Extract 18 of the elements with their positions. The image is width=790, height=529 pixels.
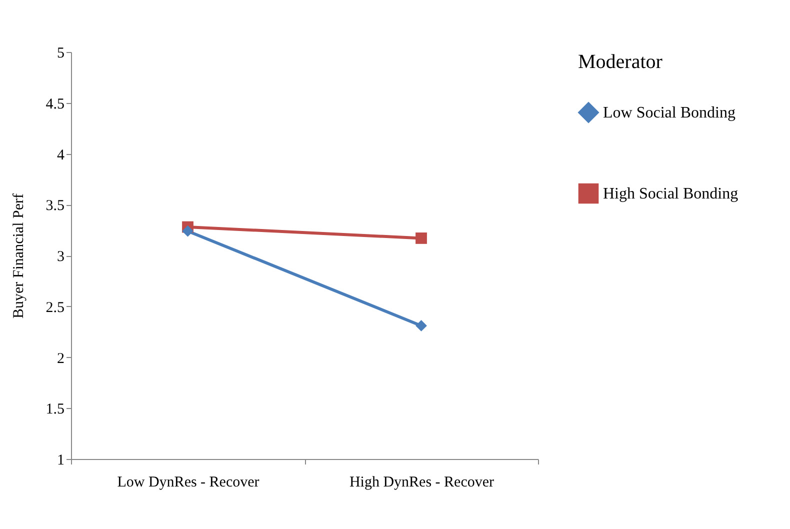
legend-label: Low Social Bonding <box>603 104 736 122</box>
y-axis-title: Buyer Financial Perf <box>10 194 27 318</box>
point <box>182 225 194 237</box>
y-tick-label: 5 <box>57 46 64 62</box>
point <box>416 320 427 332</box>
legend-title: Moderator <box>578 51 663 73</box>
y-tick-label: 3 <box>57 249 64 265</box>
y-tick-label: 1.5 <box>46 402 64 418</box>
x-tick-label: Low DynRes - Recover <box>117 474 260 490</box>
legend-label: High Social Bonding <box>603 186 738 202</box>
y-tick-label: 2.5 <box>46 300 64 316</box>
x-tick-label: High DynRes - Recover <box>349 474 494 490</box>
y-tick-label: 2 <box>57 350 64 367</box>
y-tick-label: 1 <box>57 452 64 468</box>
y-tick-label: 4 <box>57 147 65 164</box>
y-tick-label: 4.5 <box>46 96 64 112</box>
point <box>416 232 427 244</box>
y-tick-label: 3.5 <box>46 198 64 214</box>
